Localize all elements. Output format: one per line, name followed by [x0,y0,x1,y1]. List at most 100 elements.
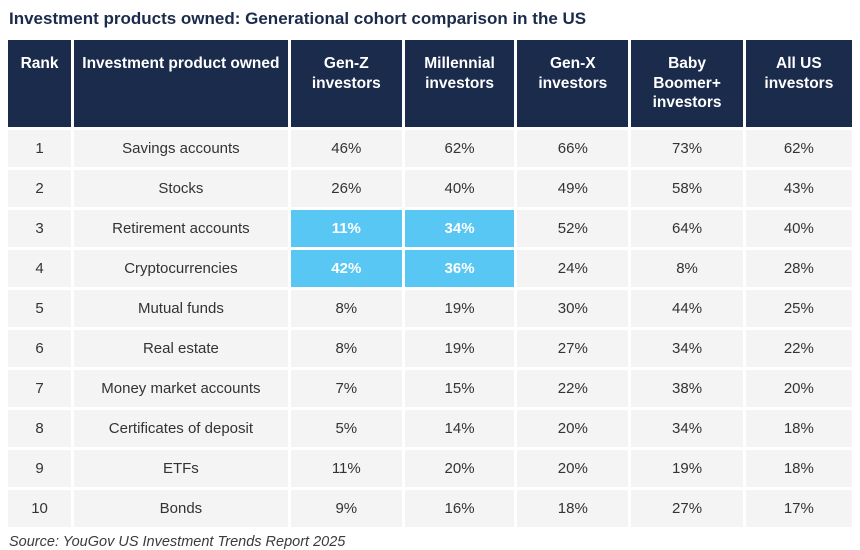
value-cell: 19% [404,330,515,368]
value-cell: 58% [631,170,743,208]
rank-cell: 8 [8,410,72,448]
value-cell: 46% [290,130,402,168]
col-header-millennial-label: Millennial investors [424,55,495,92]
rank-cell: 6 [8,330,72,368]
value-cell: 27% [517,330,629,368]
value-cell: 19% [404,290,515,328]
value-cell: 20% [745,370,852,408]
value-cell: 17% [745,490,852,528]
rank-cell: 5 [8,290,72,328]
value-cell: 28% [745,250,852,288]
value-cell: 11% [290,450,402,488]
col-header-genz-label: Gen-Z investors [311,55,381,92]
value-cell: 49% [517,170,629,208]
product-cell: Money market accounts [74,370,288,408]
table-row: 4 Cryptocurrencies 42% 36% 24% 8% 28% [8,250,852,288]
product-cell: Savings accounts [74,130,288,168]
rank-cell: 4 [8,250,72,288]
rank-cell: 3 [8,210,72,248]
rank-cell: 9 [8,450,72,488]
col-header-rank: Rank [8,40,72,128]
table-row: 5 Mutual funds 8% 19% 30% 44% 25% [8,290,852,328]
value-cell: 8% [631,250,743,288]
value-cell: 16% [404,490,515,528]
table-header: Rank Investment product owned Gen-Z inve… [8,40,852,128]
table-row: 6 Real estate 8% 19% 27% 34% 22% [8,330,852,368]
source-note: Source: YouGov US Investment Trends Repo… [9,534,346,550]
value-cell: 64% [631,210,743,248]
col-header-allus: All US investors [745,40,852,128]
product-cell: Mutual funds [74,290,288,328]
col-header-genz: Gen-Z investors [290,40,402,128]
rank-cell: 10 [8,490,72,528]
value-cell: 52% [517,210,629,248]
product-cell: Bonds [74,490,288,528]
value-cell: 22% [745,330,852,368]
product-cell: Retirement accounts [74,210,288,248]
value-cell: 24% [517,250,629,288]
value-cell-highlighted: 36% [404,250,515,288]
table-row: 9 ETFs 11% 20% 20% 19% 18% [8,450,852,488]
value-cell: 62% [745,130,852,168]
table-row: 8 Certificates of deposit 5% 14% 20% 34%… [8,410,852,448]
col-header-genx: Gen-X investors [517,40,629,128]
product-cell: ETFs [74,450,288,488]
rank-cell: 2 [8,170,72,208]
value-cell-highlighted: 34% [404,210,515,248]
col-header-rank-label: Rank [20,55,59,73]
value-cell: 15% [404,370,515,408]
col-header-product: Investment product owned [74,40,288,128]
value-cell: 18% [745,450,852,488]
product-cell: Certificates of deposit [74,410,288,448]
value-cell: 73% [631,130,743,168]
value-cell: 62% [404,130,515,168]
table-row: 1 Savings accounts 46% 62% 66% 73% 62% [8,130,852,168]
table-row: 3 Retirement accounts 11% 34% 52% 64% 40… [8,210,852,248]
value-cell: 20% [517,410,629,448]
value-cell: 27% [631,490,743,528]
table-body: 1 Savings accounts 46% 62% 66% 73% 62% 2… [8,130,852,528]
value-cell: 19% [631,450,743,488]
value-cell: 18% [745,410,852,448]
value-cell: 66% [517,130,629,168]
rank-cell: 1 [8,130,72,168]
value-cell: 34% [631,410,743,448]
col-header-boomer-label: Baby Boomer+ investors [652,55,722,112]
product-cell: Stocks [74,170,288,208]
col-header-boomer: Baby Boomer+ investors [631,40,743,128]
table-row: 10 Bonds 9% 16% 18% 27% 17% [8,490,852,528]
value-cell: 7% [290,370,402,408]
value-cell: 20% [404,450,515,488]
value-cell: 40% [745,210,852,248]
value-cell: 30% [517,290,629,328]
value-cell: 22% [517,370,629,408]
value-cell: 8% [290,290,402,328]
value-cell: 34% [631,330,743,368]
rank-cell: 7 [8,370,72,408]
value-cell: 5% [290,410,402,448]
table-row: 2 Stocks 26% 40% 49% 58% 43% [8,170,852,208]
header-row: Rank Investment product owned Gen-Z inve… [8,40,852,128]
product-cell: Real estate [74,330,288,368]
col-header-allus-label: All US investors [764,55,834,92]
value-cell: 8% [290,330,402,368]
value-cell-highlighted: 11% [290,210,402,248]
product-cell: Cryptocurrencies [74,250,288,288]
col-header-millennial: Millennial investors [404,40,515,128]
col-header-genx-label: Gen-X investors [538,55,608,92]
value-cell: 25% [745,290,852,328]
page-title: Investment products owned: Generational … [9,9,587,28]
value-cell: 44% [631,290,743,328]
value-cell: 14% [404,410,515,448]
value-cell: 38% [631,370,743,408]
value-cell: 26% [290,170,402,208]
value-cell-highlighted: 42% [290,250,402,288]
value-cell: 18% [517,490,629,528]
col-header-product-label: Investment product owned [82,55,280,73]
comparison-table: Rank Investment product owned Gen-Z inve… [5,37,855,530]
table-row: 7 Money market accounts 7% 15% 22% 38% 2… [8,370,852,408]
value-cell: 9% [290,490,402,528]
value-cell: 43% [745,170,852,208]
value-cell: 40% [404,170,515,208]
